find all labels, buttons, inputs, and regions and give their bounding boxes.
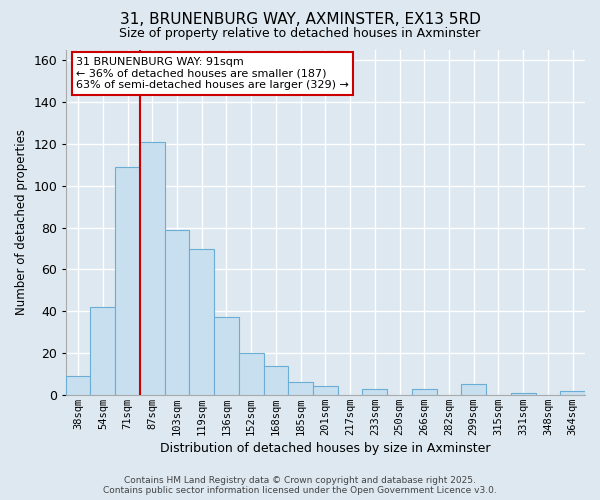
Bar [412, 388, 437, 395]
Bar [214, 318, 239, 395]
Bar [560, 390, 585, 395]
Bar [91, 307, 115, 395]
Bar [190, 248, 214, 395]
Bar [66, 376, 91, 395]
Text: 31, BRUNENBURG WAY, AXMINSTER, EX13 5RD: 31, BRUNENBURG WAY, AXMINSTER, EX13 5RD [119, 12, 481, 28]
Y-axis label: Number of detached properties: Number of detached properties [15, 130, 28, 316]
Text: Size of property relative to detached houses in Axminster: Size of property relative to detached ho… [119, 28, 481, 40]
Bar [313, 386, 338, 395]
Bar [164, 230, 190, 395]
Bar [511, 392, 536, 395]
Bar [288, 382, 313, 395]
Bar [263, 366, 288, 395]
Bar [140, 142, 164, 395]
Bar [362, 388, 387, 395]
Bar [461, 384, 486, 395]
Text: Contains HM Land Registry data © Crown copyright and database right 2025.
Contai: Contains HM Land Registry data © Crown c… [103, 476, 497, 495]
Bar [115, 167, 140, 395]
Text: 31 BRUNENBURG WAY: 91sqm
← 36% of detached houses are smaller (187)
63% of semi-: 31 BRUNENBURG WAY: 91sqm ← 36% of detach… [76, 57, 349, 90]
X-axis label: Distribution of detached houses by size in Axminster: Distribution of detached houses by size … [160, 442, 491, 455]
Bar [239, 353, 263, 395]
